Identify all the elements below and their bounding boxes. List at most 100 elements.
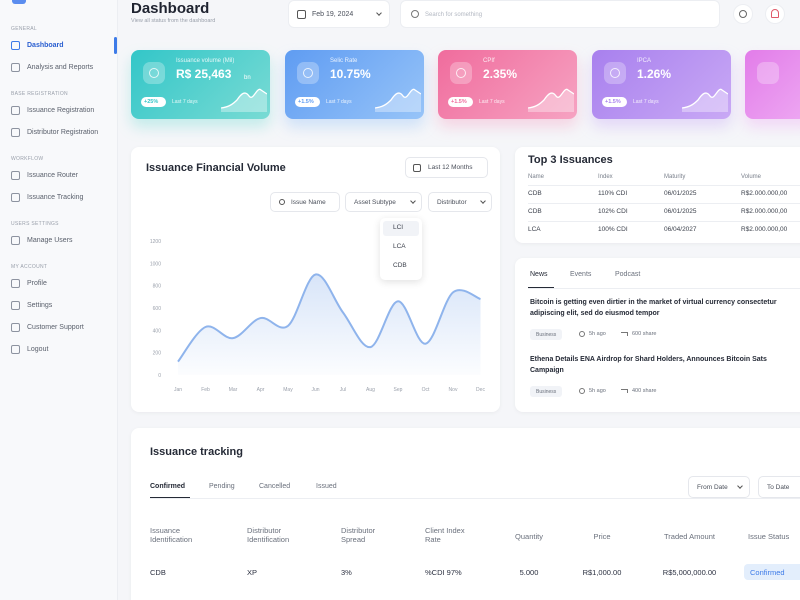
card-note: Last 7 days <box>172 99 198 105</box>
card-label: CPIf <box>483 58 495 64</box>
card-value: R$ 25,463 <box>176 67 232 81</box>
financial-volume-panel: Issuance Financial Volume Last 12 Months I… <box>131 147 500 412</box>
tag-text: Business <box>536 332 557 338</box>
column-header: Maturity <box>664 174 686 180</box>
card-sparkline <box>682 88 728 112</box>
sparkline <box>221 88 267 109</box>
card-icon-glyph <box>149 68 159 78</box>
status-tab[interactable]: Confirmed <box>150 483 185 490</box>
dropdown-option[interactable]: CDB <box>393 262 407 269</box>
filter-button[interactable]: Asset Subtype <box>345 192 422 212</box>
chevron <box>376 10 382 16</box>
x-tick-label: Dec <box>476 387 485 393</box>
table-cell: CDB <box>150 568 166 577</box>
table-cell: 100% CDI <box>598 226 628 233</box>
nav-item[interactable]: Issuance Registration <box>27 107 95 114</box>
news-tag: Business <box>530 386 562 397</box>
column-header: Volume <box>741 174 762 180</box>
card-sparkline <box>528 88 574 112</box>
sparkline-area <box>528 89 574 112</box>
card-sparkline <box>221 88 267 112</box>
panel-title: Issuance Financial Volume <box>146 162 286 174</box>
filter-button[interactable]: Distributor <box>428 192 492 212</box>
sparkline <box>528 88 574 109</box>
nav-item[interactable]: Profile <box>27 280 47 287</box>
row-divider <box>528 221 800 222</box>
x-tick-label: Oct <box>422 387 430 393</box>
nav-item[interactable]: Manage Users <box>27 237 73 244</box>
column-header: Name <box>528 174 545 180</box>
card-value: 1.26% <box>637 67 672 81</box>
column-header: Distributor Identification <box>247 526 290 544</box>
x-tick-label: May <box>283 387 293 393</box>
row-divider <box>528 203 800 204</box>
button-text: To Date <box>767 484 790 491</box>
table-cell: R$2.000.000,00 <box>741 190 788 197</box>
page-subtitle: View all status from the dashboard <box>131 18 216 24</box>
x-tick-label: Apr <box>257 387 265 393</box>
stat-card: Selic Rate 10.75% +1.5% Last 7 days <box>285 50 424 119</box>
card-sparkline <box>375 88 421 112</box>
date-button[interactable]: To Date <box>758 476 800 498</box>
status-tab[interactable]: Pending <box>209 483 235 490</box>
news-tab[interactable]: News <box>530 271 548 278</box>
news-tab[interactable]: Podcast <box>615 271 641 278</box>
date-picker[interactable]: Feb 19, 2024 <box>288 0 390 28</box>
date-button[interactable]: From Date <box>688 476 750 498</box>
nav-item[interactable]: Issuance Router <box>27 172 78 179</box>
share-icon <box>621 332 628 336</box>
nav-item[interactable]: Distributor Registration <box>27 129 99 136</box>
y-tick-label: 0 <box>158 373 161 379</box>
filter-button[interactable]: Issue Name <box>270 192 340 212</box>
table-cell: CDB <box>528 208 542 215</box>
nav-item[interactable]: Logout <box>27 346 49 353</box>
nav-item[interactable]: Issuance Tracking <box>27 194 84 201</box>
column-header: Issuance Identification <box>150 526 193 544</box>
nav-item[interactable]: Dashboard <box>27 42 64 49</box>
search-box[interactable]: Search for something <box>400 0 720 28</box>
news-headline[interactable]: Ethena Details ENA Airdrop for Shard Hol… <box>530 356 767 374</box>
option-highlight <box>383 221 419 236</box>
card-note: Last 7 days <box>326 99 352 105</box>
period-button[interactable]: Last 12 Months <box>405 157 488 178</box>
table-cell: LCA <box>528 226 541 233</box>
section-label: BASE REGISTRATION <box>11 91 68 97</box>
section-label: WORKFLOW <box>11 156 44 162</box>
dropdown-option[interactable]: LCI <box>393 224 404 231</box>
card-note: Last 7 days <box>479 99 505 105</box>
card-icon-glyph <box>610 68 620 78</box>
news-time: 5h ago <box>589 388 606 394</box>
stat-card-partial <box>745 50 800 119</box>
nav-icon <box>11 301 20 310</box>
sparkline-area <box>375 89 421 112</box>
tracking-panel: Issuance tracking Confirmed Pending Cancell… <box>131 428 800 600</box>
nav-icon <box>11 106 20 115</box>
x-tick-label: Aug <box>366 387 375 393</box>
panel-title: Issuance tracking <box>150 446 243 458</box>
period-text: Last 12 Months <box>428 164 473 171</box>
news-shares: 600 share <box>632 331 657 337</box>
card-unit: bn <box>244 75 251 81</box>
news-time: 5h ago <box>589 331 606 337</box>
dropdown-option[interactable]: LCA <box>393 243 406 250</box>
filter-text: Issue Name <box>291 199 326 206</box>
table-cell: 3% <box>341 568 352 577</box>
active-indicator <box>114 37 117 54</box>
y-tick-label: 400 <box>153 328 162 334</box>
status-tab[interactable]: Cancelled <box>259 483 291 490</box>
nav-item[interactable]: Customer Support <box>27 324 84 331</box>
column-header: Traded Amount <box>663 532 715 541</box>
panel-title: Top 3 Issuances <box>528 154 613 166</box>
column-header: Issue Status <box>748 532 790 541</box>
sparkline-area <box>682 89 728 112</box>
filter-text: Asset Subtype <box>354 199 396 206</box>
table-cell: R$2.000.000,00 <box>741 226 788 233</box>
news-headline[interactable]: Bitcoin is getting even dirtier in the m… <box>530 299 777 317</box>
nav-item[interactable]: Analysis and Reports <box>27 64 94 71</box>
news-tab[interactable]: Events <box>570 271 592 278</box>
tab-underline <box>150 497 190 499</box>
status-tab[interactable]: Issued <box>316 483 337 490</box>
nav-item[interactable]: Settings <box>27 302 53 309</box>
badge-text: +1.5% <box>605 99 621 105</box>
